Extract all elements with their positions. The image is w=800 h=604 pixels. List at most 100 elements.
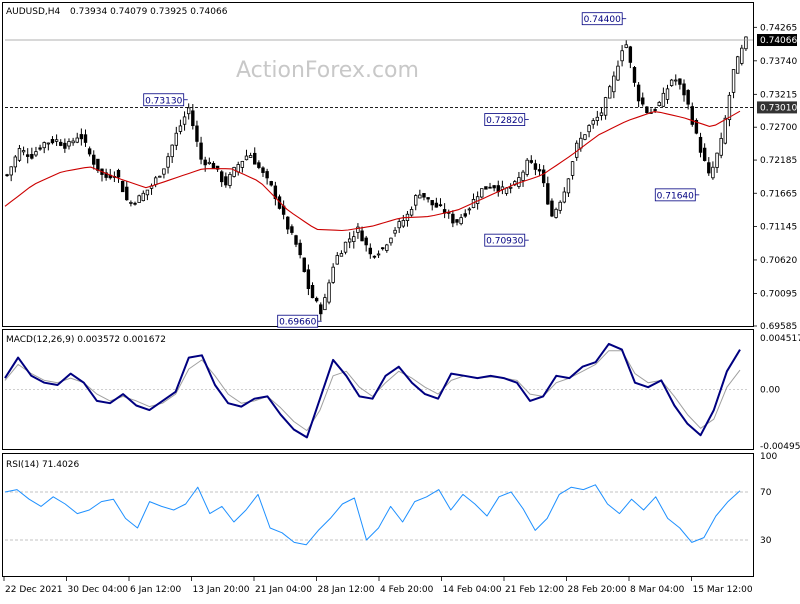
x-tick-label: 28 Jan 12:00 <box>318 585 375 595</box>
candle-body <box>632 67 637 83</box>
candle-body <box>30 153 34 159</box>
candle-body <box>554 208 558 218</box>
candle-body <box>591 120 595 125</box>
candle-body <box>83 134 88 143</box>
candle-body <box>261 167 265 173</box>
candle-body <box>92 154 96 165</box>
x-tick-label: 8 Mar 04:00 <box>630 585 685 595</box>
candle-body <box>244 155 249 161</box>
candle-body <box>166 156 170 168</box>
candle-body <box>521 171 525 181</box>
candle-body <box>5 174 9 177</box>
price-label-box <box>484 233 526 247</box>
x-tick-label: 30 Dec 04:00 <box>68 585 129 595</box>
price-tick-label: 0.72700 <box>760 123 797 133</box>
price-label-box <box>654 188 696 202</box>
price-tick-label: 0.74265 <box>760 23 797 33</box>
candle-body <box>158 175 162 178</box>
price-label: 0.73130 <box>145 96 182 106</box>
candle-body <box>570 161 575 176</box>
candle-body <box>339 253 344 257</box>
candle-body <box>302 257 306 272</box>
candle-body <box>269 181 273 186</box>
candle-body <box>566 178 571 194</box>
rsi-tick-label: 100 <box>760 452 777 462</box>
level-tag-label: 0.73010 <box>760 103 797 113</box>
candle-body <box>467 208 472 211</box>
candle-body <box>372 255 377 258</box>
current-price-tag-label: 0.74066 <box>760 36 797 46</box>
candle-body <box>422 193 426 198</box>
candle-body <box>583 134 587 140</box>
candle-body <box>397 221 401 229</box>
candle-body <box>537 169 542 172</box>
candle-body <box>409 209 414 216</box>
candle-body <box>459 217 463 225</box>
candle-body <box>67 141 71 147</box>
candle-body <box>430 200 434 206</box>
candle-body <box>331 266 335 283</box>
candle-body <box>541 169 546 184</box>
candle-body <box>125 186 129 201</box>
price-label: 0.70930 <box>486 237 523 247</box>
candle-body <box>368 247 373 255</box>
x-tick-label: 21 Jan 04:00 <box>255 585 312 595</box>
x-tick-label: 4 Feb 20:00 <box>380 585 434 595</box>
candle-body <box>558 201 562 211</box>
candle-body <box>310 285 315 299</box>
candle-body <box>529 160 533 163</box>
macd-tick-label: 0.004517 <box>760 334 800 344</box>
candle-body <box>228 174 232 186</box>
candle-body <box>178 125 183 132</box>
candle-body <box>294 235 298 245</box>
candle-body <box>525 159 529 175</box>
candle-body <box>694 119 699 134</box>
candle-body <box>455 219 459 223</box>
candle-body <box>612 75 616 93</box>
candle-body <box>75 137 79 143</box>
candle-body <box>434 202 439 208</box>
candle-body <box>319 304 323 315</box>
macd-tick-label: 0.00 <box>760 386 780 396</box>
candle-body <box>71 140 75 144</box>
candle-body <box>186 107 191 115</box>
candle-body <box>34 151 38 156</box>
candle-body <box>199 142 203 160</box>
x-tick-label: 6 Jan 12:00 <box>130 585 182 595</box>
candle-body <box>620 50 624 62</box>
price-label: 0.71640 <box>657 191 694 201</box>
moving-average-line <box>4 110 741 232</box>
candle-body <box>414 195 418 206</box>
candle-body <box>162 168 166 175</box>
candle-body <box>174 132 179 146</box>
candle-body <box>661 92 666 107</box>
candle-body <box>562 191 567 203</box>
candle-body <box>323 297 327 311</box>
panel-frames <box>2 2 754 577</box>
candle-body <box>120 180 125 193</box>
x-tick-label: 22 Dec 2021 <box>5 585 63 595</box>
price-tick-label: 0.70620 <box>760 256 797 266</box>
candle-body <box>191 110 195 127</box>
ohlc-readout: 0.73934 0.74079 0.73925 0.74066 <box>70 7 228 17</box>
candle-body <box>13 156 18 168</box>
candle-body <box>603 97 608 116</box>
candle-body <box>46 142 51 145</box>
candle-body <box>608 86 612 99</box>
candle-body <box>480 188 484 198</box>
candle-body <box>253 152 257 165</box>
candle-body <box>21 150 26 153</box>
candle-body <box>418 194 422 199</box>
price-label-box <box>277 314 319 328</box>
price-tick-label: 0.71145 <box>760 222 797 232</box>
candle-body <box>240 160 245 168</box>
candle-body <box>145 189 150 196</box>
candle-body <box>79 134 84 140</box>
price-label: 0.72820 <box>486 116 523 126</box>
price-label-box <box>143 93 185 107</box>
macd-panel <box>4 342 748 439</box>
candle-body <box>298 242 302 256</box>
candle-body <box>533 163 538 170</box>
